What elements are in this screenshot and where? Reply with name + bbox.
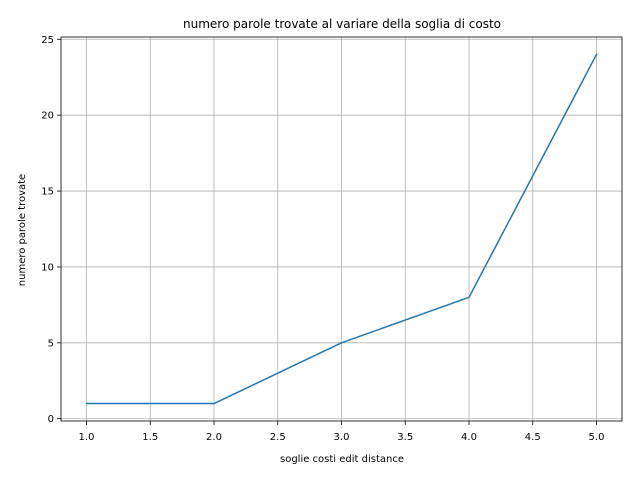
y-tick-label: 25 bbox=[41, 35, 54, 46]
y-tick-label: 20 bbox=[41, 111, 54, 122]
y-tick-label: 10 bbox=[41, 262, 54, 273]
x-tick-label: 3.5 bbox=[397, 432, 413, 443]
x-tick-label: 2.0 bbox=[206, 432, 222, 443]
y-tick-label: 0 bbox=[48, 414, 54, 425]
x-tick-label: 2.5 bbox=[270, 432, 286, 443]
series-layer bbox=[85, 53, 598, 405]
x-tick-label: 4.0 bbox=[461, 432, 477, 443]
x-tick-label: 1.0 bbox=[79, 432, 95, 443]
grid-lines bbox=[61, 37, 622, 421]
axes: 1.0 1.5 2.0 2.5 3.0 3.5 4.0 4.5 5.0 0 5 10 15 20 25 bbox=[41, 35, 623, 443]
x-axis-label: soglie costi edit distance bbox=[280, 454, 404, 465]
y-tick-label: 15 bbox=[41, 187, 54, 198]
y-axis-label: numero parole trovate bbox=[17, 174, 28, 286]
x-tick-label: 1.5 bbox=[142, 432, 158, 443]
x-tick-label: 4.5 bbox=[525, 432, 541, 443]
y-tick-label: 5 bbox=[48, 338, 54, 349]
x-tick-label: 5.0 bbox=[589, 432, 605, 443]
series-line bbox=[85, 53, 598, 405]
chart-title: numero parole trovate al variare della s… bbox=[183, 17, 501, 31]
x-tick-label: 3.0 bbox=[334, 432, 350, 443]
